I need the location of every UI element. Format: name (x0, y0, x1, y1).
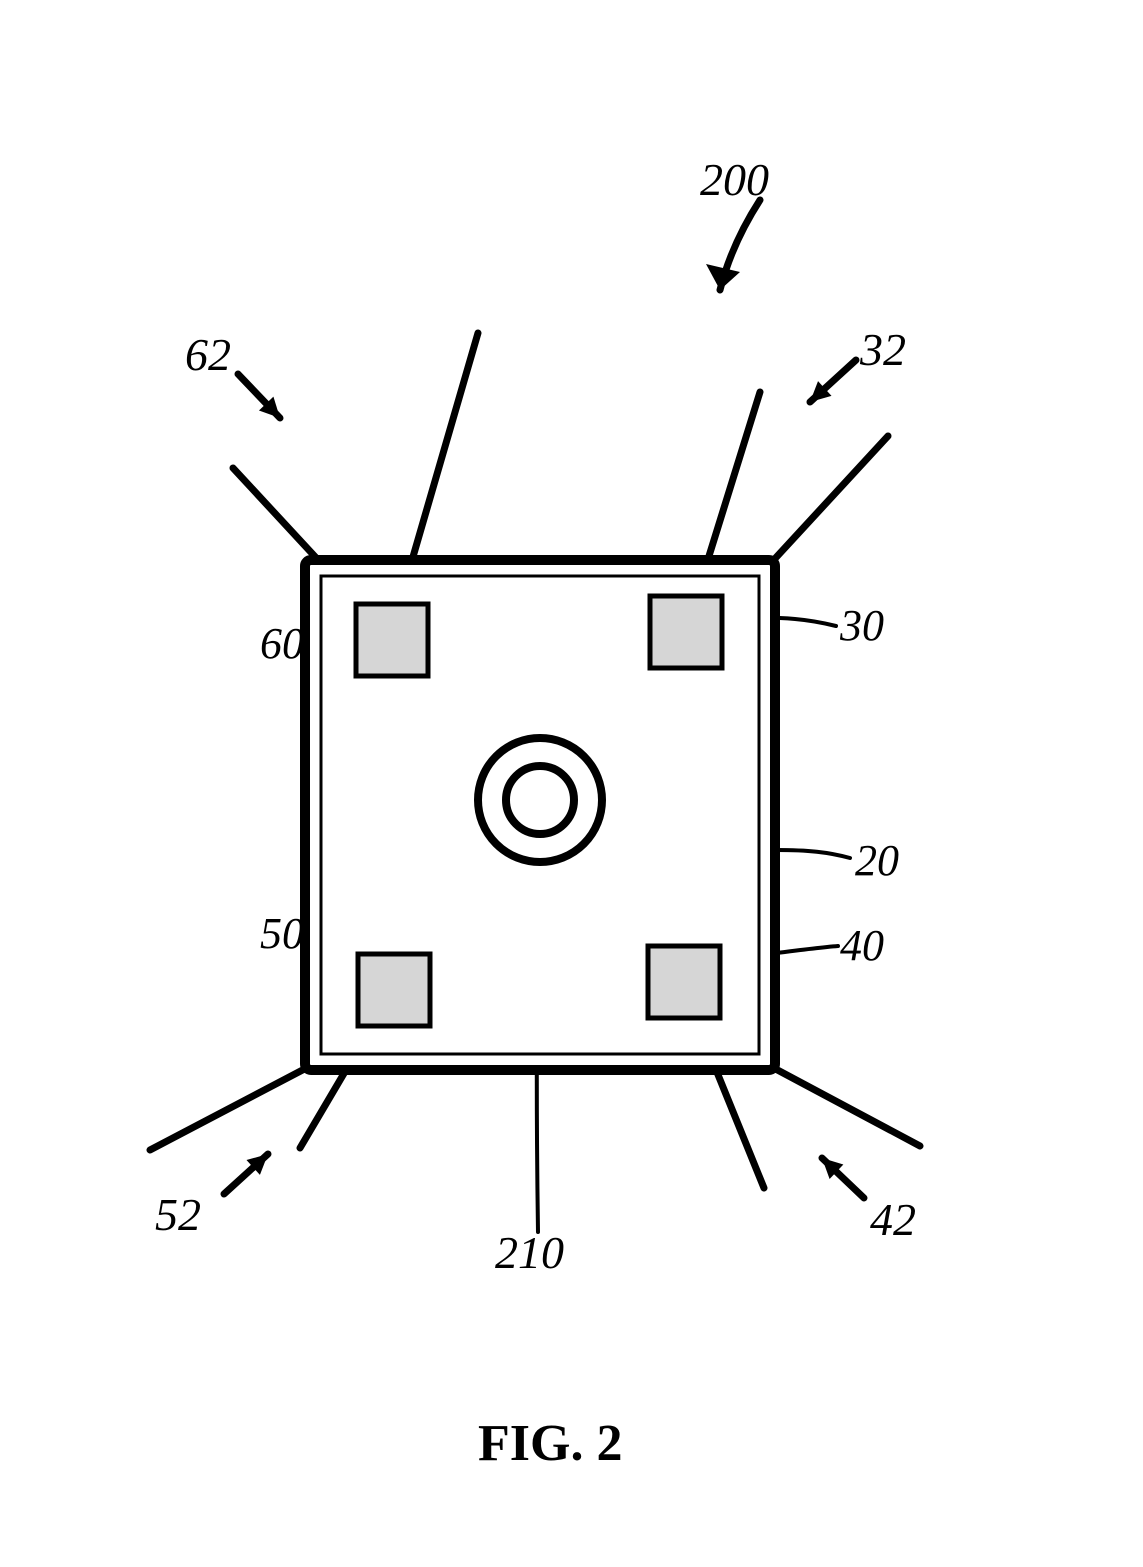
camera-ring-inner (506, 766, 574, 834)
pad-bottom-left (358, 954, 430, 1026)
ref-52: 52 (155, 1189, 201, 1240)
ref-32: 32 (859, 324, 906, 375)
ref-200: 200 (700, 154, 769, 205)
device-body (305, 560, 775, 1070)
ref-50: 50 (260, 909, 304, 958)
pad-bottom-right (648, 946, 720, 1018)
ref-62: 62 (185, 329, 231, 380)
figure-caption: FIG. 2 (478, 1415, 622, 1472)
ref-210: 210 (495, 1227, 564, 1278)
pad-top-right (650, 596, 722, 668)
pad-top-left (356, 604, 428, 676)
ref-60: 60 (260, 619, 304, 668)
ref-20: 20 (855, 836, 899, 885)
ref-30: 30 (839, 601, 884, 650)
ref-42: 42 (870, 1194, 916, 1245)
ref-40: 40 (840, 921, 884, 970)
